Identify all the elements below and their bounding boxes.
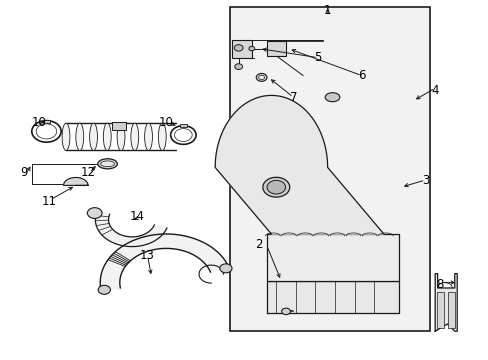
Text: 6: 6 xyxy=(357,69,365,82)
Ellipse shape xyxy=(131,123,139,150)
Text: 1: 1 xyxy=(323,4,331,17)
Ellipse shape xyxy=(117,123,125,150)
Ellipse shape xyxy=(281,308,290,315)
Ellipse shape xyxy=(263,177,289,197)
Text: 11: 11 xyxy=(41,195,56,208)
Text: 4: 4 xyxy=(430,84,438,96)
Text: 9: 9 xyxy=(20,166,28,179)
Text: 12: 12 xyxy=(81,166,95,179)
Ellipse shape xyxy=(325,93,339,102)
Ellipse shape xyxy=(248,46,254,51)
Ellipse shape xyxy=(256,73,266,81)
Ellipse shape xyxy=(98,159,117,169)
Polygon shape xyxy=(266,281,398,313)
Ellipse shape xyxy=(89,123,97,150)
Bar xyxy=(447,292,454,328)
Ellipse shape xyxy=(158,123,166,150)
Polygon shape xyxy=(434,274,456,331)
Ellipse shape xyxy=(62,123,70,150)
Text: 10: 10 xyxy=(32,116,46,129)
Bar xyxy=(266,41,285,56)
Ellipse shape xyxy=(98,285,110,294)
Bar xyxy=(112,122,126,130)
Text: 2: 2 xyxy=(255,238,263,251)
Polygon shape xyxy=(215,95,383,234)
Ellipse shape xyxy=(234,45,243,51)
Ellipse shape xyxy=(258,75,264,80)
Polygon shape xyxy=(95,211,166,247)
Text: 10: 10 xyxy=(159,116,173,129)
Text: 7: 7 xyxy=(289,91,297,104)
Bar xyxy=(436,292,443,328)
Text: 14: 14 xyxy=(129,210,144,222)
Polygon shape xyxy=(63,177,88,185)
Text: 5: 5 xyxy=(313,51,321,64)
Ellipse shape xyxy=(144,123,152,150)
Ellipse shape xyxy=(103,123,111,150)
Bar xyxy=(229,7,429,331)
Ellipse shape xyxy=(234,64,242,69)
Bar xyxy=(232,40,251,58)
Ellipse shape xyxy=(76,123,83,150)
Polygon shape xyxy=(100,234,228,290)
Text: 13: 13 xyxy=(139,249,154,262)
Bar xyxy=(43,120,50,123)
Ellipse shape xyxy=(87,208,102,219)
Ellipse shape xyxy=(219,264,231,273)
Bar xyxy=(266,234,398,281)
Ellipse shape xyxy=(266,180,285,194)
Text: 8: 8 xyxy=(435,278,443,291)
Ellipse shape xyxy=(101,161,114,167)
Text: 3: 3 xyxy=(421,174,428,186)
Bar xyxy=(180,124,186,127)
